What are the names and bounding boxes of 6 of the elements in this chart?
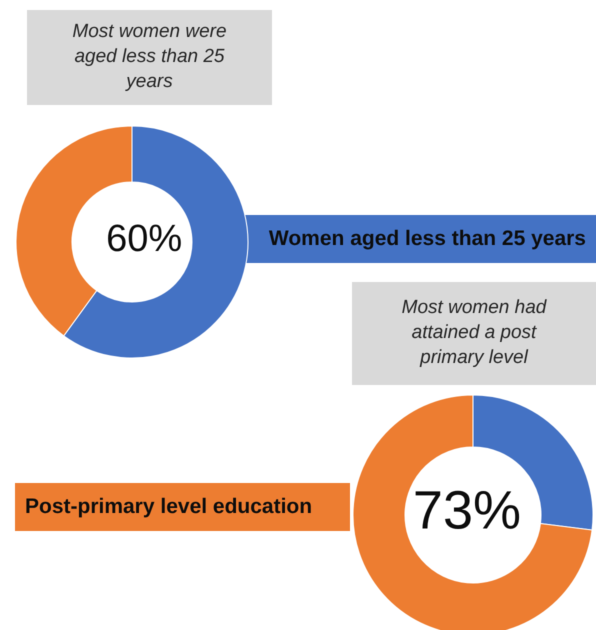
- slice-label: Women aged less than 25 years: [242, 215, 596, 263]
- text: Most women were aged less than 25 years: [27, 10, 272, 105]
- data-label: 60%: [106, 218, 182, 260]
- text: Most women had attained a post primary level: [352, 282, 596, 385]
- slice-label: Post-primary level education: [15, 483, 350, 531]
- data-label: 73%: [412, 480, 522, 540]
